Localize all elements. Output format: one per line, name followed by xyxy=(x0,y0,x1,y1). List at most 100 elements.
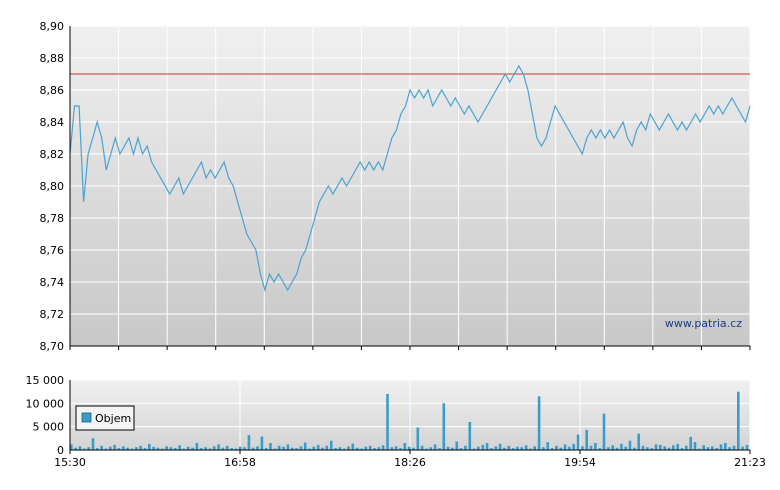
volume-bar xyxy=(438,448,441,450)
volume-bar xyxy=(611,445,614,450)
volume-bar xyxy=(728,447,731,450)
volume-bar xyxy=(520,447,523,450)
price-y-tick-label: 8,86 xyxy=(40,84,65,97)
price-y-tick-label: 8,80 xyxy=(40,180,65,193)
volume-bar xyxy=(516,446,519,450)
volume-bar xyxy=(711,446,714,450)
volume-bar xyxy=(130,448,134,450)
volume-bar xyxy=(672,445,675,450)
volume-bar xyxy=(602,413,606,450)
volume-bar xyxy=(186,446,190,450)
volume-bar xyxy=(360,448,363,450)
volume-bar xyxy=(559,447,562,450)
volume-bar xyxy=(667,447,671,450)
volume-bar xyxy=(689,436,692,450)
volume-bar xyxy=(264,448,268,450)
volume-bar xyxy=(342,448,346,450)
volume-bar xyxy=(156,447,160,450)
volume-bar xyxy=(420,445,424,450)
volume-bar xyxy=(212,446,216,450)
volume-bar xyxy=(555,445,558,450)
volume-bar xyxy=(650,448,653,450)
price-y-tick-label: 8,76 xyxy=(40,244,65,257)
volume-bar xyxy=(373,448,376,450)
volume-bar xyxy=(338,447,342,450)
volume-bar xyxy=(624,446,627,450)
volume-bar xyxy=(433,444,437,450)
volume-bar xyxy=(277,445,281,450)
volume-bar xyxy=(403,443,407,450)
volume-bar xyxy=(576,434,580,450)
volume-bar xyxy=(702,445,705,450)
volume-bar xyxy=(412,447,415,450)
volume-bar xyxy=(706,447,710,450)
volume-bar xyxy=(100,445,103,450)
volume-x-tick-label: 19:54 xyxy=(564,456,596,469)
volume-bar xyxy=(355,447,359,450)
volume-y-axis-ticks: 15 000 10 000 5 000 0 xyxy=(26,374,65,457)
volume-bar xyxy=(364,446,368,450)
price-y-tick-label: 8,88 xyxy=(40,52,65,65)
volume-bar xyxy=(641,445,645,450)
volume-bar xyxy=(303,442,307,450)
volume-bar xyxy=(563,444,567,450)
volume-y-tick-label: 15 000 xyxy=(26,374,65,387)
volume-bar xyxy=(732,445,736,450)
volume-bar xyxy=(351,443,355,450)
volume-bar xyxy=(256,446,259,450)
volume-bar xyxy=(464,445,467,450)
volume-bar xyxy=(477,446,480,450)
price-panel: 8,90 8,88 8,86 8,84 8,82 8,80 8,78 8,76 8,74 8,72… xyxy=(40,20,751,353)
volume-bar xyxy=(104,448,108,450)
volume-bar xyxy=(152,446,155,450)
volume-bar xyxy=(737,391,740,450)
volume-y-tick-label: 5 000 xyxy=(33,421,65,434)
volume-bar xyxy=(390,447,394,450)
volume-bar xyxy=(607,447,610,450)
volume-bar xyxy=(594,443,597,450)
volume-bar xyxy=(451,447,454,450)
price-y-tick-label: 8,74 xyxy=(40,276,65,289)
volume-bar xyxy=(459,448,463,450)
volume-bar xyxy=(429,447,433,450)
volume-bar xyxy=(321,447,324,450)
volume-bar xyxy=(745,444,749,450)
volume-bar xyxy=(334,448,337,450)
volume-bar xyxy=(425,448,428,450)
price-y-tick-label: 8,82 xyxy=(40,148,65,161)
volume-bar xyxy=(663,446,666,450)
volume-bar xyxy=(468,422,472,450)
volume-bar xyxy=(347,446,350,450)
volume-bar xyxy=(368,445,372,450)
volume-bar xyxy=(221,447,225,450)
price-y-tick-label: 8,84 xyxy=(40,116,65,129)
volume-bar xyxy=(698,448,701,450)
volume-bar xyxy=(537,396,541,450)
price-x-axis-ticks xyxy=(69,26,751,350)
volume-bar xyxy=(217,444,220,450)
volume-panel: 15 000 10 000 5 000 0 15:30 16:58 18:26 19:54 2… xyxy=(26,374,766,469)
volume-bar xyxy=(407,446,411,450)
volume-x-tick-label: 16:58 xyxy=(224,456,256,469)
volume-bar xyxy=(238,446,242,450)
volume-bar xyxy=(724,443,727,450)
volume-bar xyxy=(490,448,493,450)
volume-legend: Objem xyxy=(75,405,135,431)
volume-bar xyxy=(498,443,502,450)
volume-bar xyxy=(117,448,121,450)
volume-bar xyxy=(416,427,420,450)
volume-bar xyxy=(208,448,212,450)
volume-bar xyxy=(511,448,515,450)
volume-bar xyxy=(299,446,303,450)
volume-bar xyxy=(230,448,233,450)
volume-bar xyxy=(377,447,381,450)
volume-bar xyxy=(524,445,528,450)
volume-bar xyxy=(598,448,601,450)
volume-bar xyxy=(585,429,588,450)
volume-bar xyxy=(243,447,246,450)
volume-bar xyxy=(485,443,489,450)
volume-bar xyxy=(572,443,575,450)
volume-bar xyxy=(685,445,688,450)
volume-bar xyxy=(316,444,320,450)
